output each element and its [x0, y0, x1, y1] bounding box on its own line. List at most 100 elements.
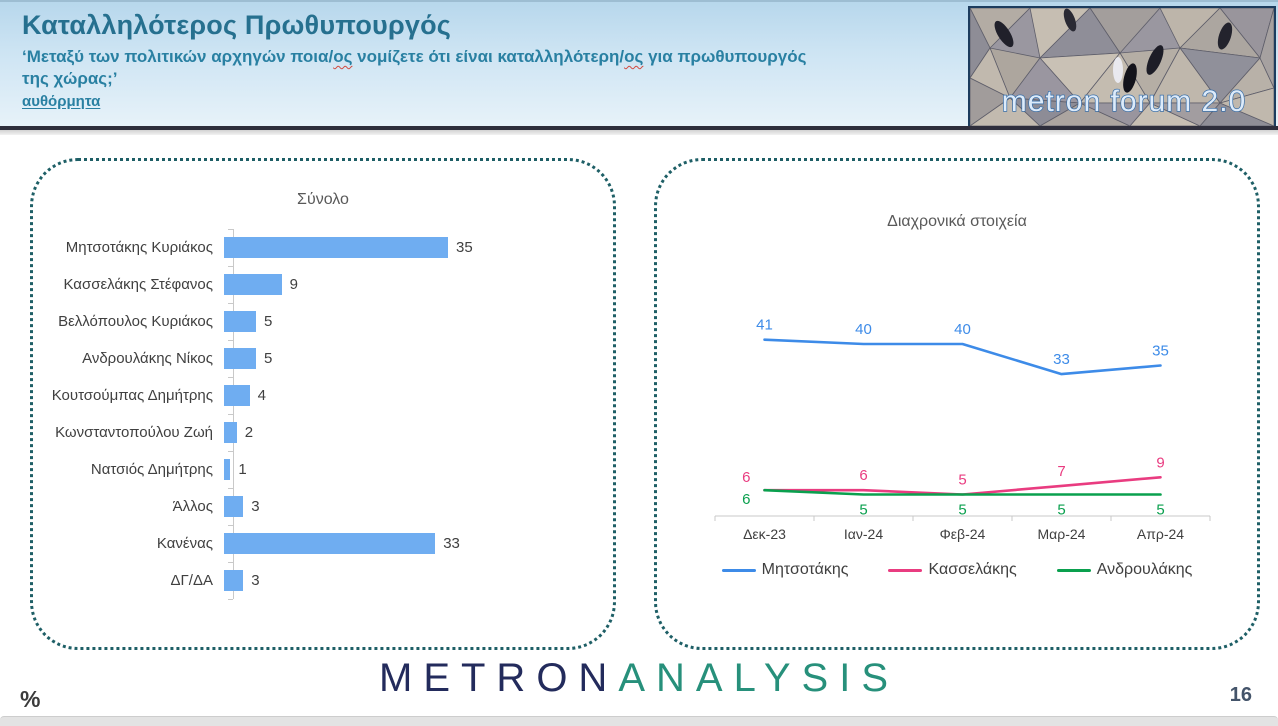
- x-axis-label: Φεβ-24: [939, 526, 985, 542]
- bar: [224, 459, 231, 480]
- line-chart-title: Διαχρονικά στοιχεία: [887, 213, 1027, 230]
- bar-category-label: Κωνσταντοπούλου Ζωή: [55, 424, 213, 441]
- question-text-misspelled: ος: [624, 47, 644, 66]
- bar: [224, 422, 237, 443]
- bar: [224, 385, 250, 406]
- percent-unit-label: %: [20, 686, 41, 712]
- bar-row: Κασσελάκης Στέφανος 9: [51, 266, 596, 303]
- bar-value-label: 35: [456, 239, 473, 256]
- line-series-Ανδρουλάκης: [762, 488, 1162, 496]
- line-chart-card: Διαχρονικά στοιχεία Δεκ-23 Ιαν-24 Φεβ-24 Μα…: [654, 158, 1260, 650]
- bar-category-label: Κανένας: [156, 535, 213, 552]
- legend-swatch: [1056, 568, 1091, 572]
- bar-category-label: Κουτσούμπας Δημήτρης: [51, 387, 213, 404]
- bar-row: Κανένας 33: [51, 525, 596, 562]
- metron-forum-logo-text: metron forum 2.0: [1002, 85, 1246, 118]
- bar-row: Άλλος 3: [51, 488, 596, 525]
- data-label: 41: [756, 317, 773, 334]
- line-chart: Δεκ-23 Ιαν-24 Φεβ-24 Μαρ-24 Απρ-24 41 40 40 33 35…: [714, 317, 1210, 542]
- x-axis-label: Ιαν-24: [843, 526, 882, 542]
- bar: [224, 311, 256, 332]
- bar: [224, 237, 448, 258]
- bar-value-label: 5: [264, 313, 273, 330]
- x-axis-label: Απρ-24: [1136, 526, 1183, 542]
- bar: [224, 496, 244, 517]
- bar-track: 35: [223, 237, 596, 258]
- bar-track: 5: [223, 311, 596, 332]
- question-text-part: νομίζετε ότι είναι καταλληλότερη/: [352, 47, 625, 66]
- legend-label: Μητσοτάκης: [761, 561, 849, 578]
- data-label: 35: [1152, 343, 1169, 360]
- bar-row: Μητσοτάκης Κυριάκος 35: [51, 229, 596, 266]
- data-label: 40: [855, 321, 872, 338]
- bar-category-label: Μητσοτάκης Κυριάκος: [65, 239, 213, 256]
- data-label: 40: [954, 321, 971, 338]
- bar-value-label: 1: [238, 461, 247, 478]
- bar-value-label: 9: [289, 276, 298, 293]
- data-label: 5: [958, 472, 966, 489]
- bar-value-label: 3: [251, 572, 260, 589]
- bar: [224, 274, 282, 295]
- bar-value-label: 2: [244, 424, 254, 441]
- header-separator: [0, 126, 1278, 130]
- legend-item: Κασσελάκης: [888, 561, 1017, 579]
- bar-track: 4: [223, 385, 596, 406]
- legend-item: Μητσοτάκης: [721, 561, 849, 579]
- data-label: 6: [742, 469, 750, 486]
- method-note: αυθόρμητα: [22, 92, 101, 110]
- bar-value-label: 3: [251, 498, 260, 515]
- pedestrian-figures: [994, 8, 1233, 93]
- bar-chart-card: Σύνολο Μητσοτάκης Κυριάκος 35 Κασσελάκης Σ…: [30, 158, 616, 650]
- bar-row: ΔΓ/ΔΑ 3: [51, 562, 596, 599]
- bar-track: 33: [223, 533, 596, 554]
- question-text-line2: της χώρας;’: [22, 69, 118, 89]
- bar-category-label: Βελλόπουλος Κυριάκος: [58, 313, 213, 330]
- metron-analysis-logo: METRONANALYSIS: [379, 656, 899, 701]
- data-label: 5: [1057, 502, 1065, 519]
- bar-row: Ανδρουλάκης Νίκος 5: [51, 340, 596, 377]
- bar-category-label: ΔΓ/ΔΑ: [170, 572, 213, 589]
- data-label: 5: [958, 502, 966, 519]
- data-label: 6: [742, 491, 750, 508]
- bar-value-label: 33: [443, 535, 460, 552]
- data-label: 33: [1053, 351, 1070, 368]
- legend-label: Κασσελάκης: [928, 561, 1017, 578]
- bar-row: Νατσιός Δημήτρης 1: [51, 451, 596, 488]
- page-number: 16: [1229, 684, 1252, 706]
- metron-analysis-logo-analysis: ANALYSIS: [618, 656, 900, 700]
- metron-forum-logo: metron forum 2.0: [968, 6, 1276, 128]
- question-text-part: ‘Μεταξύ των πολιτικών αρχηγών ποια/: [22, 47, 334, 66]
- data-label: 5: [859, 502, 867, 519]
- bar-category-label: Άλλος: [172, 498, 213, 515]
- bar-track: 5: [223, 348, 596, 369]
- data-label: 6: [859, 467, 867, 484]
- data-label: 5: [1156, 502, 1164, 519]
- bar-category-label: Ανδρουλάκης Νίκος: [82, 350, 213, 367]
- bar-track: 1: [223, 459, 596, 480]
- line-series-Μητσοτάκης: [762, 338, 1162, 376]
- bar-category-label: Κασσελάκης Στέφανος: [63, 276, 213, 293]
- x-axis-label: Μαρ-24: [1037, 526, 1085, 542]
- header-separator-shadow: [0, 130, 1278, 135]
- legend-swatch: [888, 568, 923, 572]
- slide-header: Καταλληλότερος Πρωθυπουργός ‘Μεταξύ των …: [0, 0, 1278, 128]
- bottom-bar: [0, 716, 1278, 726]
- question-text-part: για πρωθυπουργός: [643, 47, 807, 66]
- metron-forum-logo-image: metron forum 2.0: [970, 8, 1274, 126]
- bar-chart: Μητσοτάκης Κυριάκος 35 Κασσελάκης Στέφανος…: [51, 229, 596, 600]
- bar-track: 3: [223, 570, 596, 591]
- bar-track: 9: [223, 274, 596, 295]
- bar-row: Κουτσούμπας Δημήτρης 4: [51, 377, 596, 414]
- bar-track: 2: [223, 422, 596, 443]
- bar-category-label: Νατσιός Δημήτρης: [90, 461, 213, 478]
- question-text: ‘Μεταξύ των πολιτικών αρχηγών ποια/ος νο…: [22, 46, 942, 91]
- legend-label: Ανδρουλάκης: [1096, 561, 1193, 578]
- legend-swatch: [721, 568, 756, 572]
- bar-chart-title: Σύνολο: [297, 191, 349, 208]
- x-axis-label: Δεκ-23: [743, 526, 786, 542]
- bar-value-label: 4: [257, 387, 266, 404]
- bar-track: 3: [223, 496, 596, 517]
- page-title: Καταλληλότερος Πρωθυπουργός: [22, 10, 452, 40]
- question-text-misspelled: ος: [333, 47, 353, 66]
- legend-item: Ανδρουλάκης: [1056, 561, 1193, 579]
